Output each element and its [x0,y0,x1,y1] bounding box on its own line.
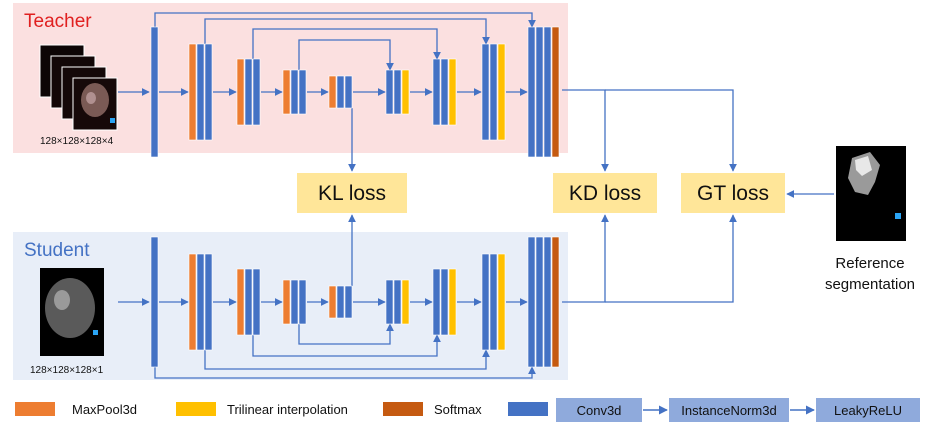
student-stage9-block1 [527,236,536,368]
student-stage6-block2 [393,279,402,325]
pipeline-norm-label: InstanceNorm3d [681,403,776,418]
student-panel [13,232,568,380]
teacher-stage9-block3 [543,26,552,158]
teacher-stage4-block2 [290,69,299,115]
pipeline-conv-box [556,398,642,422]
teacher-stage2-block2 [196,43,205,141]
student-skip-connection-3 [252,334,441,357]
teacher-stage4-block1 [282,69,291,115]
teacher-skip-connection-4 [298,39,394,71]
legend-maxpool-label: MaxPool3d [72,402,137,417]
kd-loss-box [553,173,657,213]
student-stage6-block3 [401,279,410,325]
student-stage2-block1 [188,253,197,351]
teacher-skip-connection-2 [204,18,490,45]
network-blocks [150,26,560,368]
student-stage8-block1 [481,253,490,351]
legend-conv-swatch [508,402,548,416]
legend-maxpool-swatch [15,402,55,416]
student-stage7-block3 [448,268,457,336]
reference-label-line2: segmentation [825,276,915,293]
teacher-stage2-block1 [188,43,197,141]
student-stage7-block1 [432,268,441,336]
student-input-image [40,268,104,356]
teacher-stage3-block2 [244,58,253,126]
student-stage3-block1 [236,268,245,336]
gt-loss-label: GT loss [697,182,769,205]
kl-loss-box [297,173,407,213]
kl-loss-label: KL loss [318,182,386,205]
student-stage2-block3 [204,253,213,351]
gt-loss-box [681,173,785,213]
student-stage1-block1 [150,236,159,368]
teacher-output-to-gt-arrow [605,89,737,172]
teacher-stage9-block1 [527,26,536,158]
student-stage4-block3 [298,279,307,325]
kd-loss-label: KD loss [569,182,641,205]
teacher-stage3-block1 [236,58,245,126]
teacher-stage6-block3 [401,69,410,115]
legend-trilinear-swatch [176,402,216,416]
teacher-input-images [39,44,118,131]
legend-softmax-label: Softmax [434,402,482,417]
teacher-stage6-block2 [393,69,402,115]
student-output-to-gt-arrow [605,214,737,303]
pipeline-conv-label: Conv3d [577,403,622,418]
teacher-stage9-block4 [551,26,560,158]
student-stage8-block3 [497,253,506,351]
teacher-stage2-block3 [204,43,213,141]
reference-label-line1: Reference [835,255,904,272]
student-input-dims: 128×128×128×1 [30,365,104,376]
teacher-stage8-block3 [497,43,506,141]
connection-arrows [118,12,834,379]
student-skip-connection-2 [204,349,490,370]
teacher-stage6-block1 [385,69,394,115]
student-stage8-block2 [489,253,498,351]
pipeline-act-label: LeakyReLU [834,403,902,418]
teacher-input-dims: 128×128×128×4 [40,136,114,147]
student-stage3-block3 [252,268,261,336]
teacher-skip-connection-3 [252,28,441,60]
teacher-stage1-block1 [150,26,159,158]
teacher-stage8-block1 [481,43,490,141]
student-stage4-block1 [282,279,291,325]
legend-trilinear-label: Trilinear interpolation [227,402,348,417]
student-skip-connection-4 [298,323,394,345]
teacher-stage8-block2 [489,43,498,141]
teacher-stage5-block3 [344,75,353,109]
student-stage5-block2 [336,285,345,319]
student-stage3-block2 [244,268,253,336]
teacher-stage5-block2 [336,75,345,109]
pipeline-act-box [816,398,920,422]
teacher-stage9-block2 [535,26,544,158]
teacher-title: Teacher [24,11,92,32]
teacher-output-to-kd-arrow [562,89,609,172]
student-output-to-kd-arrow [562,214,609,303]
reference-segmentation-image [836,146,906,241]
student-stage9-block3 [543,236,552,368]
student-stage5-block1 [328,285,337,319]
student-stage4-block2 [290,279,299,325]
legend: MaxPool3d Trilinear interpolation Softma… [15,398,920,422]
student-skip-connection-1 [154,366,536,379]
teacher-stage3-block3 [252,58,261,126]
student-stage9-block2 [535,236,544,368]
student-stage5-block3 [344,285,353,319]
teacher-stage4-block3 [298,69,307,115]
teacher-stage7-block2 [440,58,449,126]
teacher-stage5-block1 [328,75,337,109]
student-stage9-block4 [551,236,560,368]
student-stage2-block2 [196,253,205,351]
student-stage6-block1 [385,279,394,325]
pipeline-norm-box [669,398,789,422]
legend-softmax-swatch [383,402,423,416]
teacher-stage7-block1 [432,58,441,126]
student-stage7-block2 [440,268,449,336]
teacher-skip-connection-1 [154,12,536,28]
student-title: Student [24,240,90,261]
teacher-stage7-block3 [448,58,457,126]
